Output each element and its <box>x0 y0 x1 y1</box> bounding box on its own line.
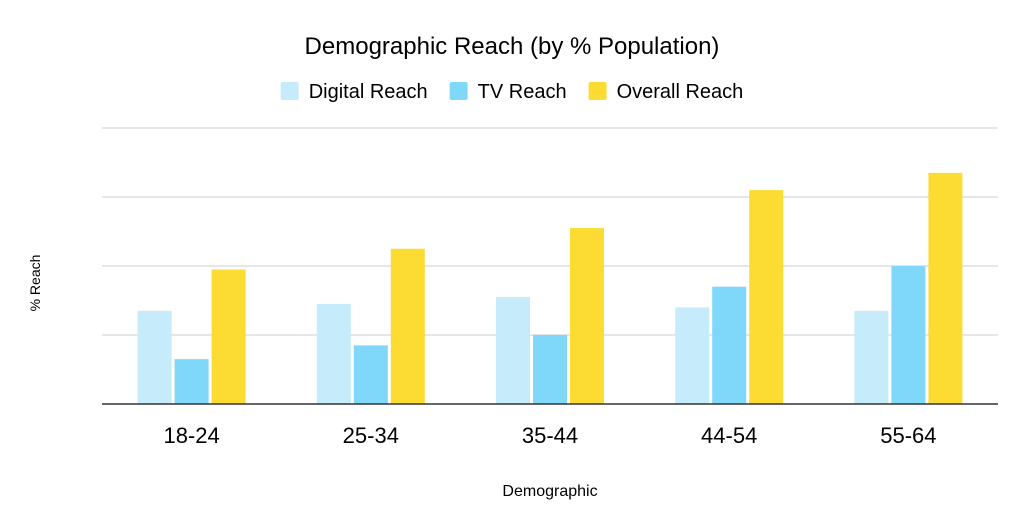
x-tick-label: 18-24 <box>163 423 219 448</box>
legend-item: Digital Reach <box>280 81 428 103</box>
chart-title: Demographic Reach (by % Population) <box>305 33 720 60</box>
bar-tv-reach-55-64 <box>891 266 926 404</box>
x-tick-label: 25-34 <box>343 423 399 448</box>
bar-tv-reach-35-44 <box>533 335 567 404</box>
legend-label: Overall Reach <box>617 81 744 103</box>
x-tick-label: 44-54 <box>701 423 757 448</box>
x-tick-labels: 18-24 25-34 35-44 44-54 55-64 <box>163 423 936 448</box>
bar-overall-reach-55-64 <box>928 172 963 404</box>
legend-swatch <box>588 82 607 100</box>
x-tick-label: 35-44 <box>522 423 578 448</box>
bar-tv-reach-25-34 <box>353 345 388 404</box>
bar-overall-reach-44-54 <box>749 190 784 404</box>
legend-item: Overall Reach <box>588 81 744 103</box>
x-tick-label: 55-64 <box>880 423 936 448</box>
legend-swatch <box>449 82 468 100</box>
legend-label: Digital Reach <box>309 81 428 103</box>
bars <box>137 172 963 404</box>
bar-digital-reach-18-24 <box>137 310 172 404</box>
x-axis-title: Demographic <box>502 483 597 500</box>
bar-overall-reach-25-34 <box>390 248 425 404</box>
legend: Digital Reach TV Reach Overall Reach <box>280 81 744 103</box>
legend-label: TV Reach <box>478 81 567 103</box>
bar-digital-reach-25-34 <box>316 303 351 404</box>
bar-digital-reach-55-64 <box>854 310 889 404</box>
legend-swatch <box>280 82 299 100</box>
y-axis-title: % Reach <box>27 255 43 312</box>
bar-tv-reach-44-54 <box>712 286 747 404</box>
bar-overall-reach-35-44 <box>570 228 604 404</box>
legend-item: TV Reach <box>449 81 567 103</box>
bar-digital-reach-44-54 <box>675 307 710 404</box>
bar-digital-reach-35-44 <box>496 297 530 404</box>
bar-overall-reach-18-24 <box>211 269 246 404</box>
bar-tv-reach-18-24 <box>174 359 209 404</box>
